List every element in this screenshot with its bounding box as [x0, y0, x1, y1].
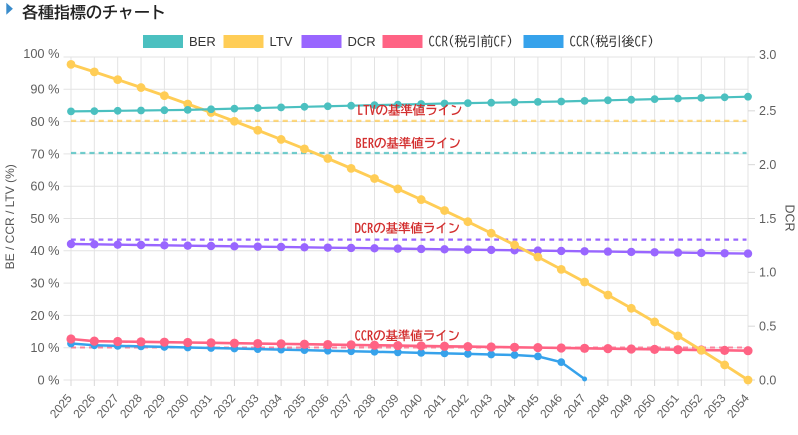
svg-text:60 %: 60 % [30, 179, 59, 194]
svg-text:DCR: DCR [783, 204, 797, 231]
svg-text:70 %: 70 % [30, 146, 59, 161]
svg-text:1.0: 1.0 [759, 266, 776, 280]
svg-text:2.5: 2.5 [759, 104, 776, 118]
svg-text:100 %: 100 % [23, 46, 59, 61]
svg-text:40 %: 40 % [30, 243, 59, 258]
svg-text:DCR: DCR [348, 34, 376, 49]
svg-text:0 %: 0 % [37, 372, 59, 387]
svg-text:50 %: 50 % [30, 211, 59, 226]
svg-text:LTV: LTV [270, 34, 293, 49]
svg-text:1.5: 1.5 [759, 212, 776, 226]
svg-text:90 %: 90 % [30, 82, 59, 97]
svg-text:BE / CCR / LTV (%): BE / CCR / LTV (%) [3, 164, 17, 269]
svg-text:20 %: 20 % [30, 308, 59, 323]
svg-text:10 %: 10 % [30, 340, 59, 355]
svg-text:30 %: 30 % [30, 276, 59, 291]
svg-text:3.0: 3.0 [759, 48, 776, 62]
svg-text:80 %: 80 % [30, 114, 59, 129]
svg-text:BER: BER [189, 34, 216, 49]
svg-text:0.0: 0.0 [759, 373, 776, 387]
svg-text:0.5: 0.5 [759, 319, 776, 333]
svg-text:2.0: 2.0 [759, 158, 776, 172]
